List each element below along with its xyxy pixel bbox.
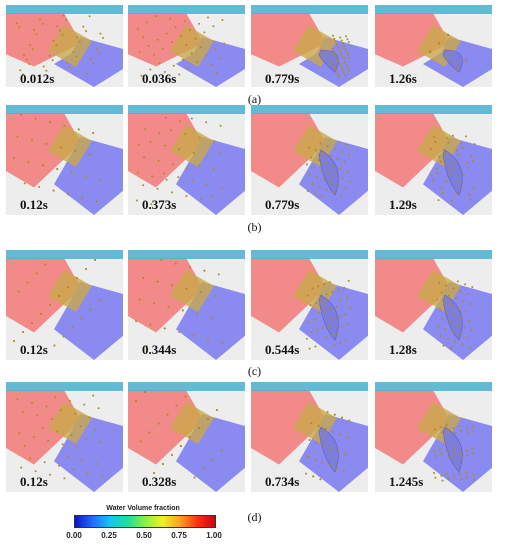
- time-label: 1.28s: [389, 342, 417, 357]
- time-label: 0.779s: [265, 197, 300, 212]
- time-label: 0.12s: [20, 197, 48, 212]
- colorbar-legend: Water Volume fraction 0.00 0.25 0.50 0.7…: [66, 505, 228, 547]
- simulation-panel: 0.734s: [251, 382, 368, 492]
- time-label: 0.779s: [265, 71, 300, 86]
- colorbar-tick: 0.75: [171, 531, 187, 540]
- time-label: 0.12s: [20, 342, 48, 357]
- colorbar-tick: 0.00: [66, 531, 82, 540]
- time-label: 1.26s: [389, 71, 417, 86]
- simulation-panel: 1.26s: [375, 5, 492, 87]
- row-label: (d): [247, 510, 262, 524]
- colorbar-title: Water Volume fraction: [106, 505, 180, 512]
- figure-row: 0.12s 0.344s 0.544s 1.28s: [0, 250, 509, 360]
- colorbar-gradient: [74, 515, 216, 528]
- colorbar-ticks: 0.00 0.25 0.50 0.75 1.00: [66, 531, 228, 543]
- time-label: 0.373s: [142, 197, 177, 212]
- time-label: 0.544s: [265, 342, 300, 357]
- time-label: 0.012s: [20, 71, 55, 86]
- time-label: 0.036s: [142, 71, 177, 86]
- simulation-panel: 1.245s: [375, 382, 492, 492]
- figure-row: 0.12s 0.328s 0.734s 1.245s: [0, 382, 509, 492]
- time-label: 0.328s: [142, 474, 177, 489]
- colorbar-tick: 0.50: [136, 531, 152, 540]
- colorbar-tick: 0.25: [101, 531, 117, 540]
- simulation-panel: 0.12s: [6, 250, 123, 360]
- time-label: 0.12s: [20, 474, 48, 489]
- time-label: 0.344s: [142, 342, 177, 357]
- row-label: (c): [247, 364, 262, 378]
- simulation-panel: 0.544s: [251, 250, 368, 360]
- figure-row: 0.012s 0.036s 0.779s 1.26s: [0, 5, 509, 87]
- simulation-panel: 0.779s: [251, 5, 368, 87]
- row-label: (b): [247, 220, 262, 234]
- time-label: 1.245s: [389, 474, 424, 489]
- simulation-panel: 0.12s: [6, 382, 123, 492]
- simulation-panel: 0.344s: [128, 250, 245, 360]
- simulation-panel: 0.373s: [128, 105, 245, 215]
- figure-row: 0.12s 0.373s 0.779s 1.29s: [0, 105, 509, 215]
- simulation-panel: 0.036s: [128, 5, 245, 87]
- simulation-panel: 0.328s: [128, 382, 245, 492]
- simulation-panel: 1.28s: [375, 250, 492, 360]
- simulation-panel: 1.29s: [375, 105, 492, 215]
- time-label: 0.734s: [265, 474, 300, 489]
- time-label: 1.29s: [389, 197, 417, 212]
- simulation-panel: 0.779s: [251, 105, 368, 215]
- colorbar-tick: 1.00: [206, 531, 222, 540]
- simulation-panel: 0.012s: [6, 5, 123, 87]
- simulation-panel: 0.12s: [6, 105, 123, 215]
- row-label: (a): [247, 92, 262, 106]
